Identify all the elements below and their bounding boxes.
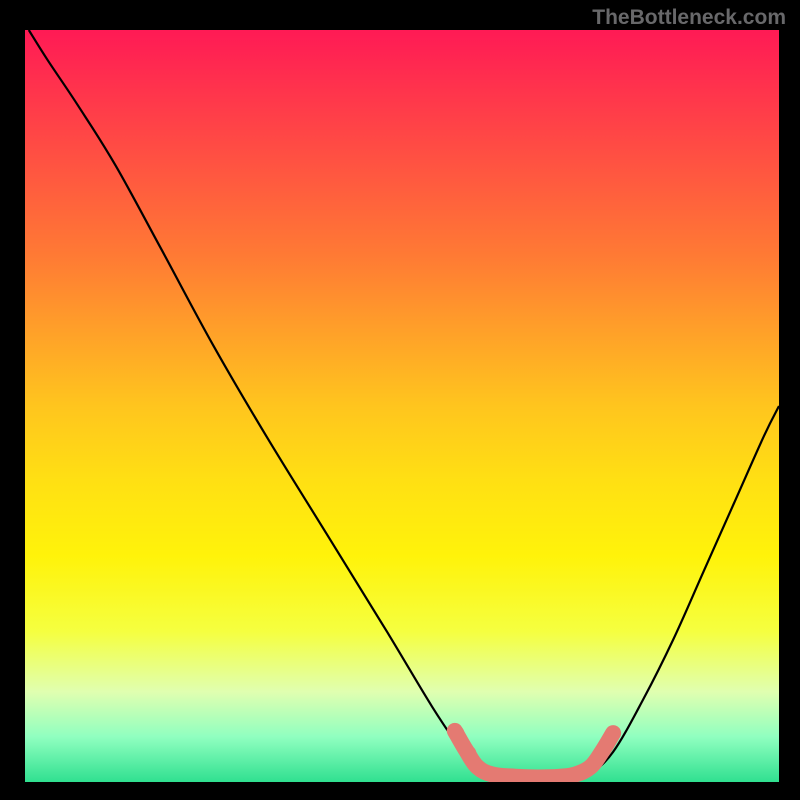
bottleneck-curve [29, 30, 779, 780]
highlight-dot [448, 725, 464, 741]
watermark-text: TheBottleneck.com [592, 6, 786, 30]
chart-svg [25, 30, 779, 782]
chart-plot-area [25, 30, 779, 782]
highlight-band [455, 731, 613, 778]
highlight-dot [460, 745, 476, 761]
